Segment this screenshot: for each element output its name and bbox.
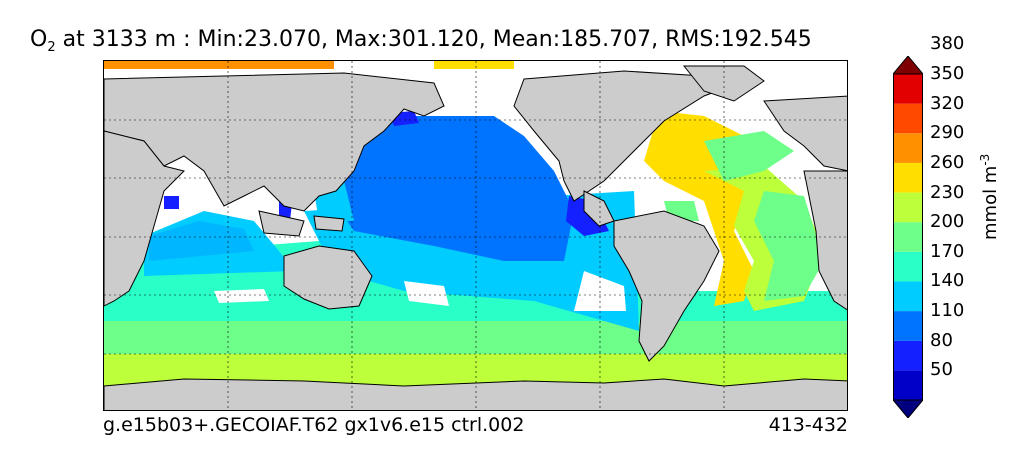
colorbar-segment	[893, 103, 923, 134]
colorbar-tick-label: 260	[930, 151, 965, 173]
colorbar-segment	[893, 74, 923, 104]
colorbar-tick-label: 170	[930, 240, 965, 262]
colorbar-segment	[893, 251, 923, 282]
plot-title: O2 at 3133 m : Min:23.070, Max:301.120, …	[30, 27, 812, 55]
ocean-map	[103, 60, 848, 411]
units-label: mmol m-3	[978, 153, 1001, 240]
colorbar	[893, 56, 923, 418]
colorbar-segment	[893, 340, 923, 371]
colorbar-tick-label: 350	[930, 63, 965, 84]
colorbar-tick-label: 140	[930, 270, 965, 292]
colorbar-segment	[893, 281, 923, 312]
colorbar-tick-label: 380	[930, 33, 965, 55]
colorbar-tick-label: 200	[930, 211, 965, 233]
colorbar-segment	[893, 162, 923, 193]
colorbar-tick-label: 80	[930, 329, 953, 351]
colorbar-extend-low	[893, 399, 923, 418]
colorbar-segment	[893, 133, 923, 163]
colorbar-segment	[893, 370, 923, 400]
colorbar-segment	[893, 311, 923, 341]
years-label: 413-432	[768, 414, 848, 436]
colorbar-tick-label: 290	[930, 122, 965, 144]
colorbar-tick-label: 230	[930, 181, 965, 203]
colorbar-tick-label: 320	[930, 92, 965, 114]
graticule	[104, 61, 847, 410]
colorbar-tick-label: 110	[930, 300, 965, 322]
case-label: g.e15b03+.GECOIAF.T62 gx1v6.e15 ctrl.002	[103, 414, 525, 436]
map-canvas	[104, 61, 847, 410]
land	[104, 65, 847, 410]
colorbar-extend-high	[893, 56, 923, 75]
colorbar-segment	[893, 192, 923, 223]
colorbar-tick-label: 50	[930, 359, 953, 381]
colorbar-segment	[893, 222, 923, 252]
